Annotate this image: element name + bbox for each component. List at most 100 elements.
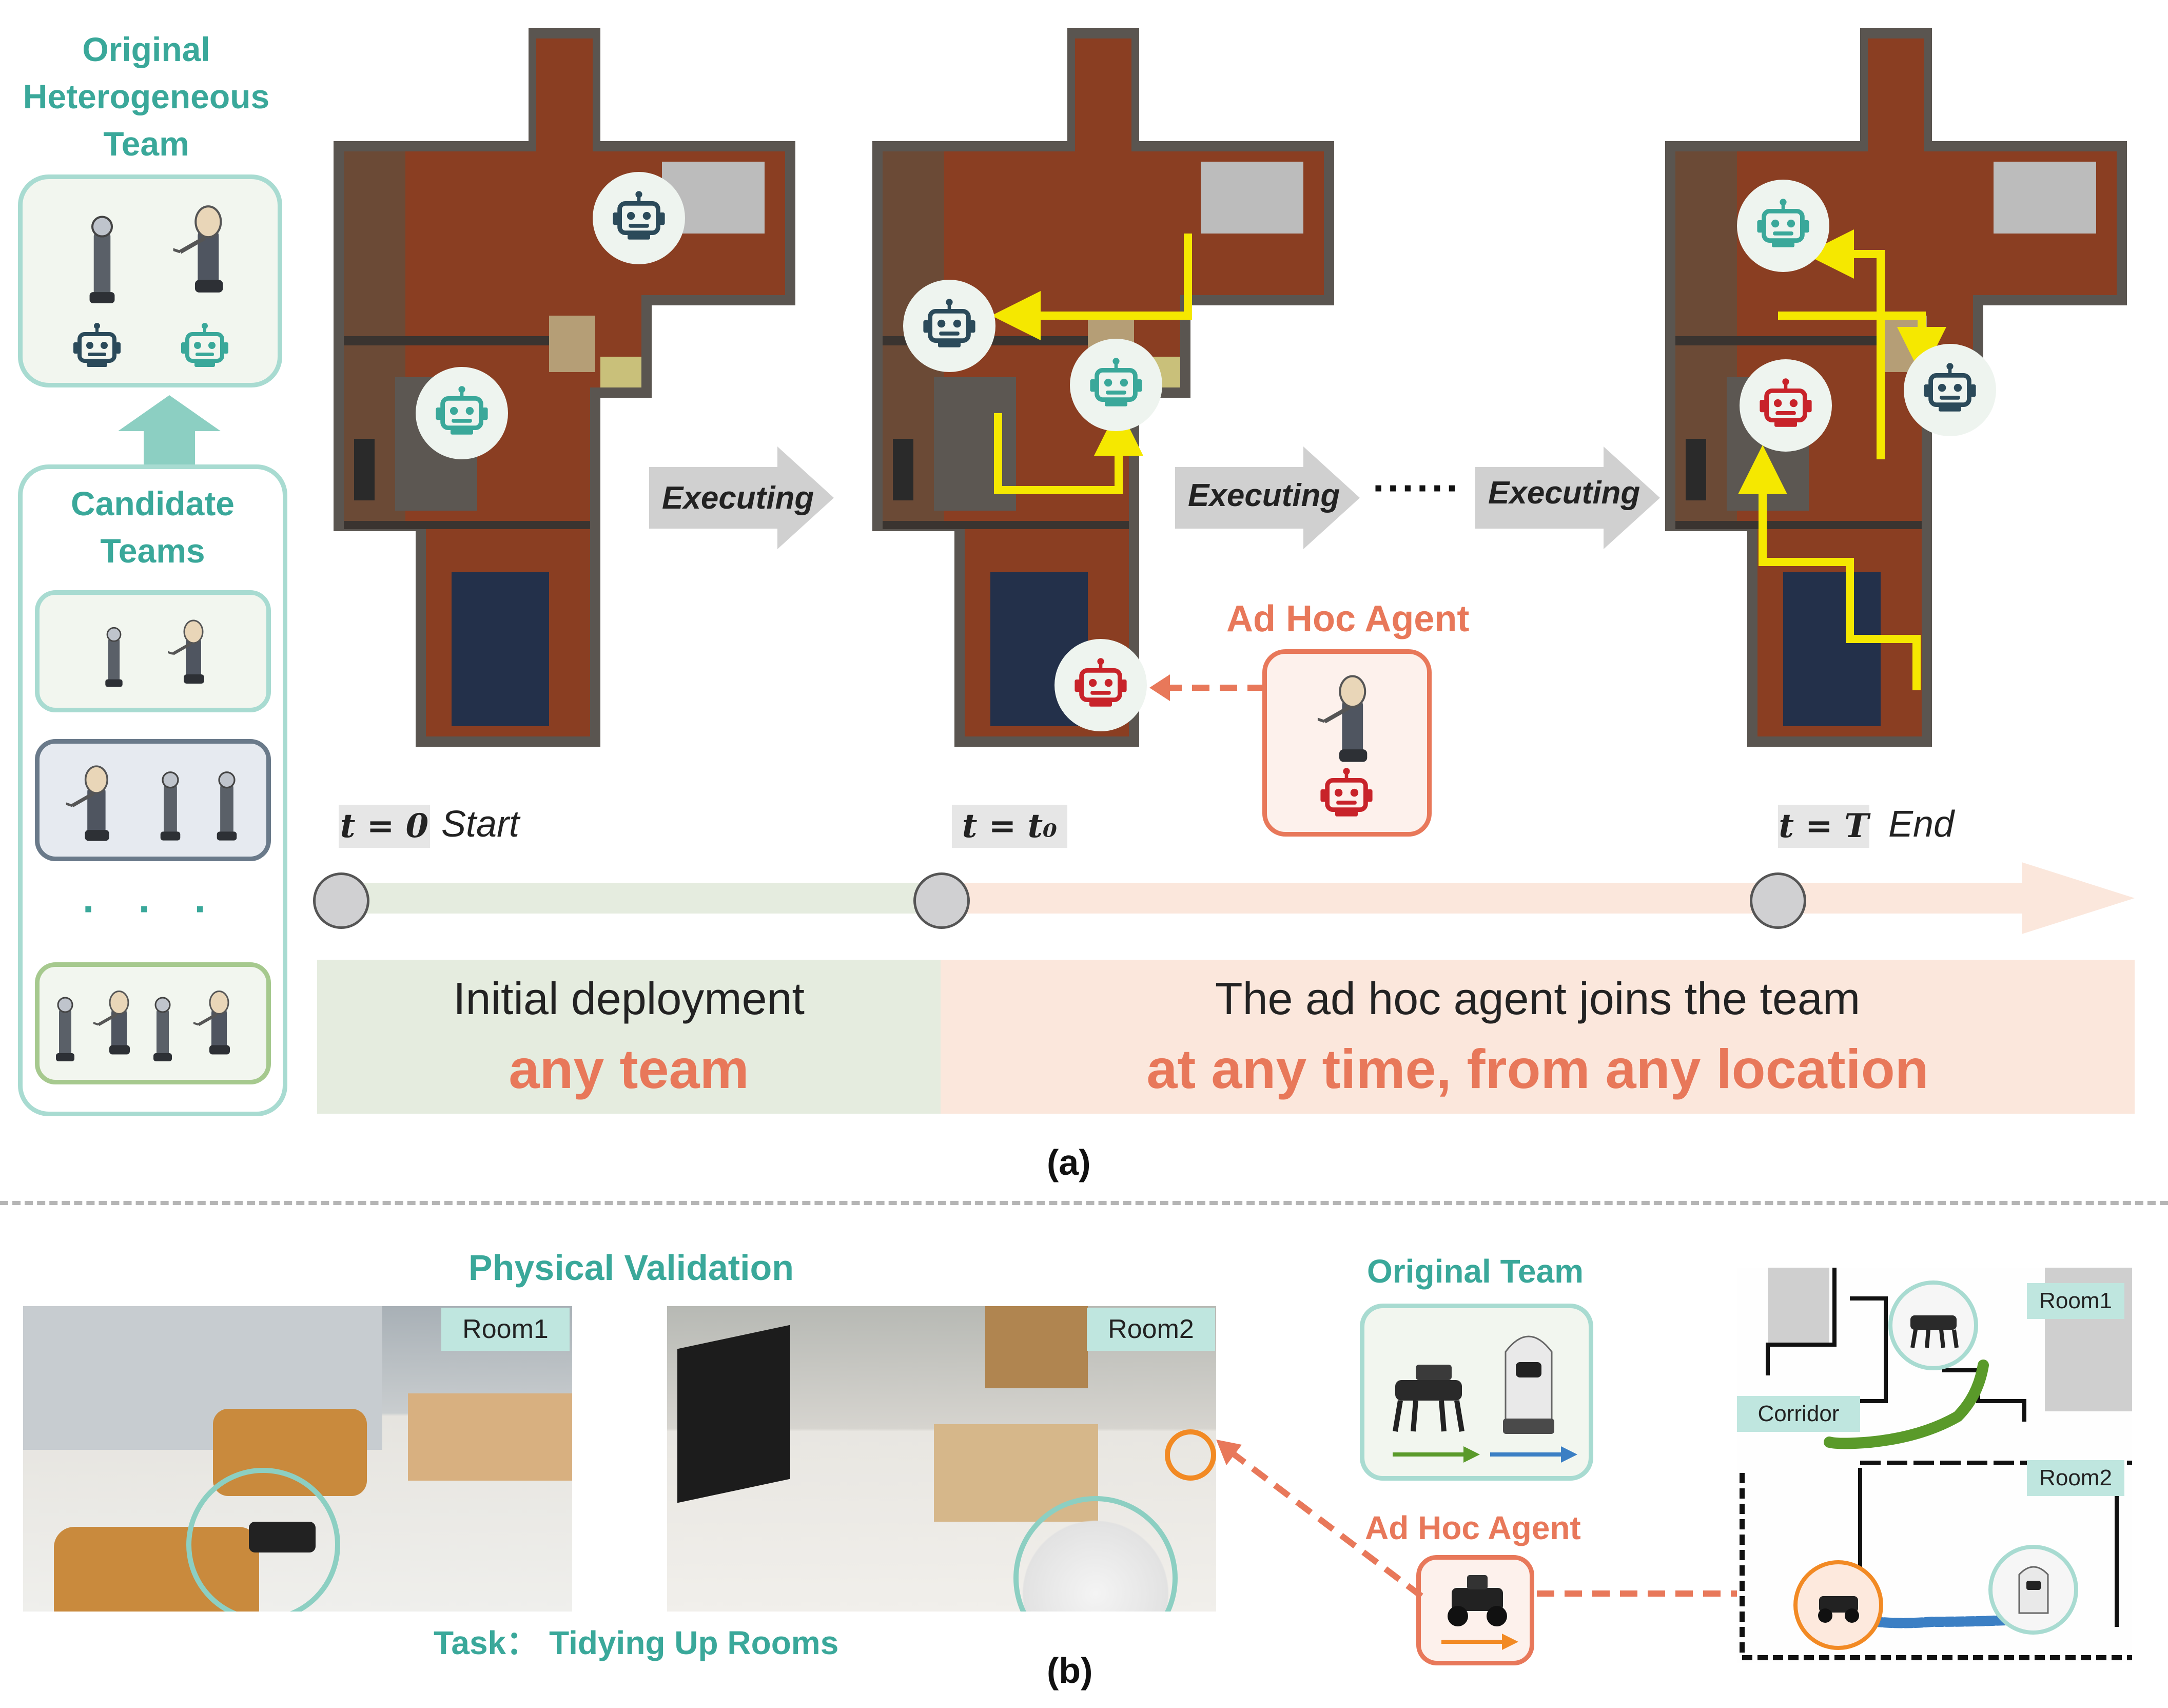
candidate-teams-ellipsis: · · · [82, 886, 224, 931]
continuation-dots: ······ [1373, 465, 1461, 511]
original-team-title-line2: Heterogeneous [23, 77, 270, 115]
robot-arm-icon [188, 977, 245, 1067]
path-overlay-join [991, 234, 1192, 494]
task-prefix: Task： [434, 1624, 539, 1661]
candidate-team-3[interactable] [35, 962, 271, 1084]
initial-deployment-line2: any team [509, 1038, 749, 1100]
room2-photo [667, 1306, 1216, 1612]
robot-arm-icon [71, 210, 133, 307]
robot-marker-dark [593, 172, 685, 264]
robot-arm-icon [147, 990, 178, 1067]
original-team-title-line3: Team [103, 125, 189, 163]
quadruped-robot-icon [1393, 1365, 1464, 1432]
robot-icon [921, 298, 978, 354]
map-ad-hoc-marker [1793, 1560, 1883, 1650]
candidate-teams-title-line2: Teams [100, 532, 205, 570]
initial-deployment-line1: Initial deployment [453, 973, 805, 1024]
robot-marker-teal [1070, 339, 1162, 431]
robot-icon [1318, 767, 1375, 823]
ad-hoc-to-room2-arrow [1216, 1440, 1423, 1599]
physical-validation-title: Physical Validation [468, 1248, 794, 1288]
task-name: Tidying Up Rooms [549, 1624, 839, 1661]
room1-photo [23, 1306, 572, 1612]
ad-hoc-agent-card-b [1416, 1555, 1534, 1665]
join-band [941, 960, 2135, 1114]
time-end-word: End [1888, 804, 1955, 845]
robot-arm-icon [50, 990, 81, 1067]
up-arrow-icon [118, 395, 221, 467]
panel-divider [0, 1201, 2168, 1205]
wheeled-robot-icon [1448, 1575, 1507, 1626]
executing-label-3: Executing [1488, 475, 1640, 511]
robot-icon [611, 190, 667, 246]
map-service-robot-marker [1988, 1545, 2078, 1635]
time-start-word: Start [441, 804, 520, 845]
original-team-title-b: Original Team [1366, 1253, 1584, 1290]
candidate-team-2[interactable] [35, 739, 271, 861]
robot-arm-icon [163, 610, 219, 692]
robot-arm-icon [96, 623, 132, 690]
robot-icon [71, 322, 123, 373]
robot-arm-icon [88, 977, 145, 1067]
task-label: Task： Tidying Up Rooms [434, 1617, 838, 1664]
initial-deployment-band [317, 960, 941, 1114]
robot-icon [1755, 198, 1811, 254]
quadruped-robot-icon [1910, 1315, 1959, 1348]
join-line2: at any time, from any location [1146, 1038, 1929, 1100]
original-team-card-b [1360, 1304, 1593, 1481]
map-room2-label: Room2 [2027, 1460, 2124, 1496]
arrow-right-icon [1393, 1446, 1480, 1463]
robot-marker-dark [1904, 344, 1996, 436]
robot-arm-icon [152, 767, 188, 844]
arrow-right-icon [1175, 447, 1360, 549]
executing-label-1: Executing [662, 480, 814, 516]
service-robot-icon [2018, 1566, 2048, 1614]
candidate-teams-card [18, 464, 287, 1116]
robot-icon [1922, 362, 1978, 418]
map-quadruped-marker [1888, 1280, 1978, 1370]
robot-arm-icon [60, 759, 127, 846]
bookshelf [985, 1306, 1088, 1388]
time-start: t = 0 [339, 805, 430, 848]
floorplan-start [334, 28, 795, 747]
caption-a: (a) [1047, 1142, 1091, 1182]
ad-hoc-agent-label-b: Ad Hoc Agent [1365, 1509, 1581, 1546]
tv-screen [677, 1325, 790, 1503]
ad-hoc-agent-card [1262, 649, 1432, 837]
arrow-right-icon [649, 447, 834, 549]
desk [408, 1393, 572, 1481]
candidate-teams-title-line1: Candidate [70, 484, 235, 522]
room2-label: Room2 [1087, 1308, 1215, 1351]
robot-highlight-circle [186, 1468, 340, 1612]
timeline-node-start [313, 872, 369, 929]
original-team-title-line1: Original [82, 30, 210, 68]
robot-marker-red [1054, 639, 1147, 731]
robot-icon [1088, 357, 1144, 413]
robot-arm-icon [166, 189, 243, 307]
robot-marker-red [1740, 359, 1832, 452]
robot-icon [434, 385, 490, 441]
candidate-team-1[interactable] [35, 590, 271, 712]
timeline-node-join [913, 872, 970, 929]
robot-arm-icon [1298, 669, 1400, 767]
executing-label-2: Executing [1188, 478, 1340, 513]
robot-icon [1072, 657, 1129, 713]
room1-label: Room1 [441, 1308, 570, 1351]
arrow-right-icon [1490, 1446, 1577, 1463]
time-end: t = T [1778, 805, 1869, 848]
quadruped-robot-icon [249, 1522, 316, 1552]
caption-b: (b) [1047, 1651, 1093, 1691]
arrow-right-icon [1475, 447, 1660, 549]
original-team-card [18, 174, 282, 387]
map-room1-label: Room1 [2027, 1283, 2124, 1319]
ad-hoc-robot-highlight [1165, 1429, 1216, 1481]
robot-icon [1757, 377, 1814, 434]
candidate-teams-title: Candidate Teams [18, 480, 287, 574]
robot-marker-dark [903, 280, 995, 372]
robot-icon [179, 322, 230, 373]
timeline-node-end [1750, 872, 1806, 929]
robot-arm-icon [209, 767, 245, 844]
time-join: t = t₀ [952, 805, 1067, 848]
wheeled-robot-icon [1818, 1596, 1859, 1623]
timeline-bar [339, 862, 2135, 934]
